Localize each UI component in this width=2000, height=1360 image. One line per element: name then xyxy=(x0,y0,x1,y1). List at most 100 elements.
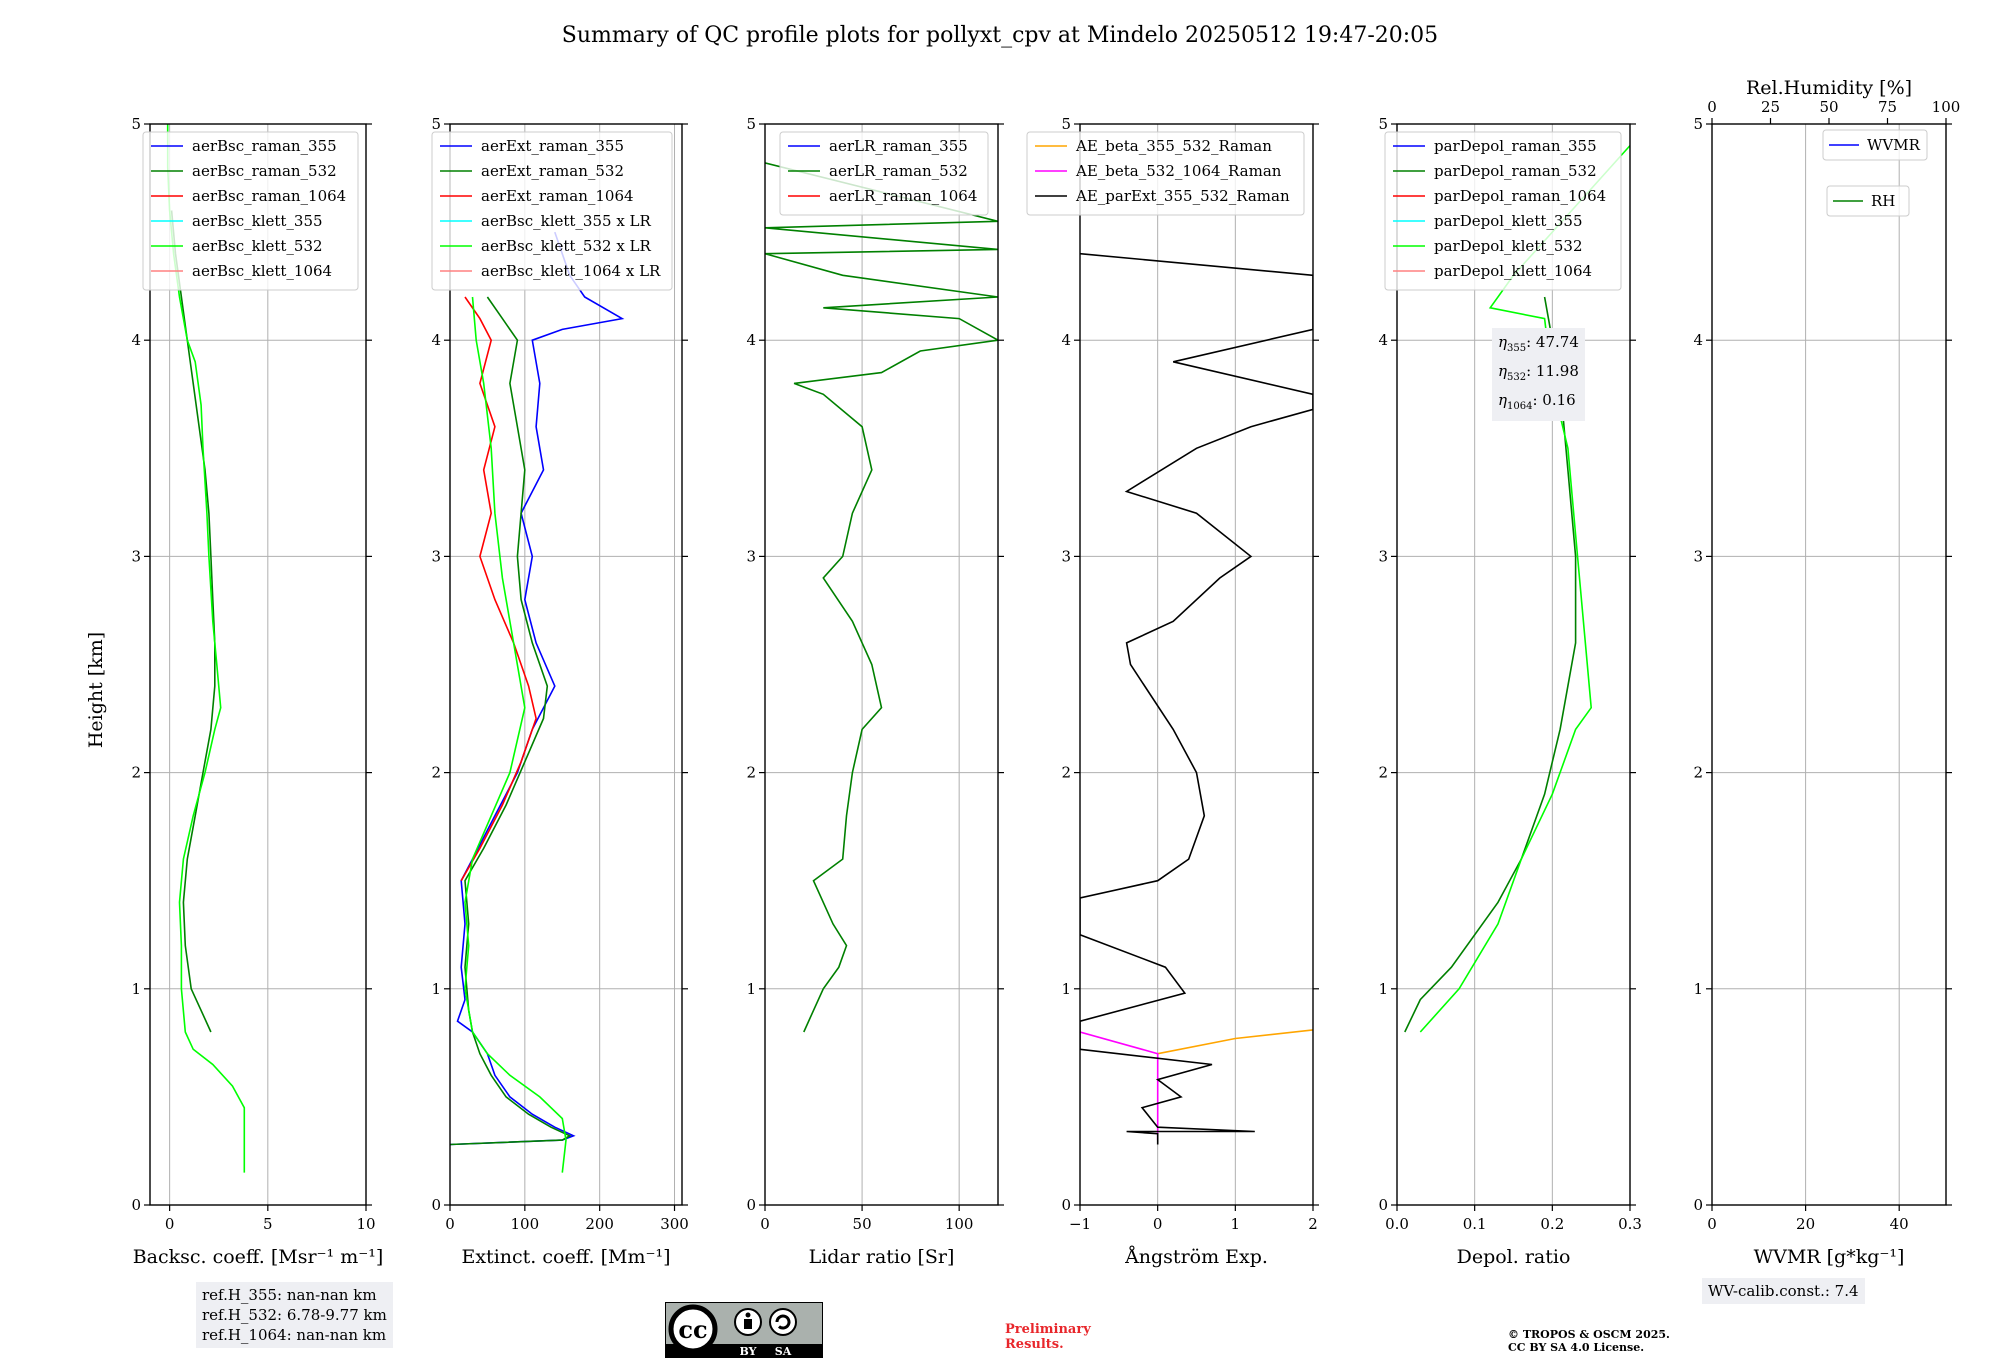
y-tick-label: 5 xyxy=(1693,115,1703,133)
x-tick-label: 20 xyxy=(1796,1215,1815,1233)
legend-label: RH xyxy=(1871,192,1895,210)
ref-height-355: ref.H_355: nan-nan km xyxy=(202,1286,377,1304)
legend-label: aerBsc_klett_355 x LR xyxy=(481,212,652,230)
y-tick-label: 0 xyxy=(1061,1196,1071,1214)
eta-annotation: η355: 47.74 η532: 11.98 η1064: 0.16 xyxy=(1492,328,1585,421)
eta-sub: 1064 xyxy=(1507,401,1533,412)
legend-box xyxy=(1826,185,1910,217)
x-tick-label: 200 xyxy=(585,1215,614,1233)
y-tick-label: 1 xyxy=(131,980,141,998)
copyright-note: © TROPOS & OSCM 2025. CC BY SA 4.0 Licen… xyxy=(1508,1328,1670,1354)
plot-frame xyxy=(1396,123,1631,1206)
legend-label: parDepol_raman_1064 xyxy=(1434,187,1606,205)
legend-label: aerLR_raman_532 xyxy=(829,162,968,180)
cc-logo-text: cc xyxy=(678,1315,707,1344)
eta-symbol: η xyxy=(1498,333,1507,351)
sa-icon xyxy=(769,1308,797,1336)
y-tick-label: 5 xyxy=(1061,115,1071,133)
legend-label: aerBsc_klett_1064 x LR xyxy=(481,262,661,280)
ref-height-532: ref.H_532: 6.78-9.77 km xyxy=(202,1306,387,1324)
y-tick-label: 2 xyxy=(1061,764,1071,782)
y-tick-label: 5 xyxy=(131,115,141,133)
y-tick-label: 4 xyxy=(1061,331,1071,349)
legend-label: aerBsc_raman_532 xyxy=(192,162,337,180)
x-tick-label: 100 xyxy=(511,1215,540,1233)
cc-sa-label: SA xyxy=(775,1345,792,1358)
y-tick-label: 2 xyxy=(746,764,756,782)
series-line-parDepol_klett_532 xyxy=(1419,145,1630,1033)
eta-symbol: η xyxy=(1498,362,1507,380)
preliminary-line-2: Results. xyxy=(1005,1337,1064,1352)
legend-label: aerLR_raman_1064 xyxy=(829,187,977,205)
y-tick-label: 2 xyxy=(1378,764,1388,782)
y-tick-label: 4 xyxy=(131,331,141,349)
x-tick-label: −1 xyxy=(1069,1215,1091,1233)
y-tick-label: 0 xyxy=(431,1196,441,1214)
panel-wv: 0 20 40 0 1 2 3 4 5 WVMR [g*kg⁻¹] 0 25 50 75 100 Rel.Hu… xyxy=(1693,77,1960,1268)
y-tick-label: 3 xyxy=(1378,547,1388,565)
y-tick-label: 5 xyxy=(1378,115,1388,133)
legend-box xyxy=(1026,131,1305,216)
y-tick-label: 3 xyxy=(131,547,141,565)
ref-height-box: ref.H_355: nan-nan km ref.H_532: 6.78-9.… xyxy=(196,1282,393,1348)
legend-label: aerBsc_klett_532 x LR xyxy=(481,237,652,255)
x-tick-label: 0 xyxy=(1707,1215,1717,1233)
series-line-aerBsc_klett_532 xyxy=(166,124,246,1173)
legend-label: AE_beta_355_532_Raman xyxy=(1075,137,1272,155)
y-tick-label: 5 xyxy=(746,115,756,133)
eta-1064: η1064: 0.16 xyxy=(1498,389,1579,418)
series-line-AE_beta_532_1064_Raman xyxy=(1080,1031,1159,1141)
y-tick-label: 4 xyxy=(1693,331,1703,349)
x-tick-label: 0.0 xyxy=(1385,1215,1409,1233)
plot-frame xyxy=(449,123,683,1206)
legend-label: aerExt_raman_1064 xyxy=(481,187,634,205)
preliminary-line-1: Preliminary xyxy=(1005,1322,1091,1337)
plot-frame xyxy=(1079,123,1314,1206)
y-tick-label: 3 xyxy=(1693,547,1703,565)
copyright-line-2: CC BY SA 4.0 License. xyxy=(1508,1341,1645,1354)
y-tick-label: 0 xyxy=(1378,1196,1388,1214)
panel-lr: 0 50 100 0 1 2 3 4 5 Lidar ratio [Sr] aerLR_raman_… xyxy=(746,115,1004,1268)
legend-label: aerExt_raman_355 xyxy=(481,137,624,155)
legend-label: aerBsc_raman_1064 xyxy=(192,187,346,205)
x-tick-label: 0 xyxy=(445,1215,455,1233)
y-tick-label: 3 xyxy=(746,547,756,565)
eta-value: : 47.74 xyxy=(1526,333,1579,351)
legend-label: aerLR_raman_355 xyxy=(829,137,968,155)
cc-license-logo: cc BY SA xyxy=(665,1302,823,1358)
x-axis-label: Backsc. coeff. [Msr⁻¹ m⁻¹] xyxy=(133,1246,384,1268)
y-tick-label: 0 xyxy=(746,1196,756,1214)
plot-frame xyxy=(1711,123,1947,1206)
preliminary-note: Preliminary Results. xyxy=(1005,1322,1091,1352)
legend-label: parDepol_klett_355 xyxy=(1434,212,1583,230)
y-tick-label: 1 xyxy=(1378,980,1388,998)
x-axis-label: Lidar ratio [Sr] xyxy=(809,1246,955,1268)
y-tick-label: 5 xyxy=(431,115,441,133)
legend-label: AE_parExt_355_532_Raman xyxy=(1075,187,1290,205)
x-tick-label: 0 xyxy=(165,1215,175,1233)
y-tick-label: 4 xyxy=(1378,331,1388,349)
top-x-tick-label: 25 xyxy=(1761,98,1780,116)
x-tick-label: 5 xyxy=(263,1215,273,1233)
legend-label: aerExt_raman_532 xyxy=(481,162,624,180)
legend-box xyxy=(1384,131,1622,291)
legend-label: aerBsc_klett_532 xyxy=(192,237,323,255)
legend-box xyxy=(779,131,989,216)
top-x-tick-label: 50 xyxy=(1819,98,1838,116)
y-axis-label: Height [km] xyxy=(85,632,107,748)
x-axis-label: Ångström Exp. xyxy=(1124,1246,1268,1268)
x-tick-label: 0 xyxy=(1153,1215,1163,1233)
legend-label: parDepol_klett_1064 xyxy=(1434,262,1592,280)
eta-sub: 532 xyxy=(1507,372,1527,383)
x-tick-label: 0 xyxy=(760,1215,770,1233)
y-tick-label: 2 xyxy=(131,764,141,782)
figure-title: Summary of QC profile plots for pollyxt_… xyxy=(562,23,1438,48)
x-tick-label: 300 xyxy=(660,1215,689,1233)
eta-sub: 355 xyxy=(1507,343,1527,354)
y-tick-label: 1 xyxy=(431,980,441,998)
legend-label: parDepol_raman_355 xyxy=(1434,137,1597,155)
panel-depol: 0.0 0.1 0.2 0.3 0 1 2 3 4 5 Depol. ratio parDepol_r… xyxy=(1378,115,1641,1268)
legend-label: parDepol_klett_532 xyxy=(1434,237,1583,255)
